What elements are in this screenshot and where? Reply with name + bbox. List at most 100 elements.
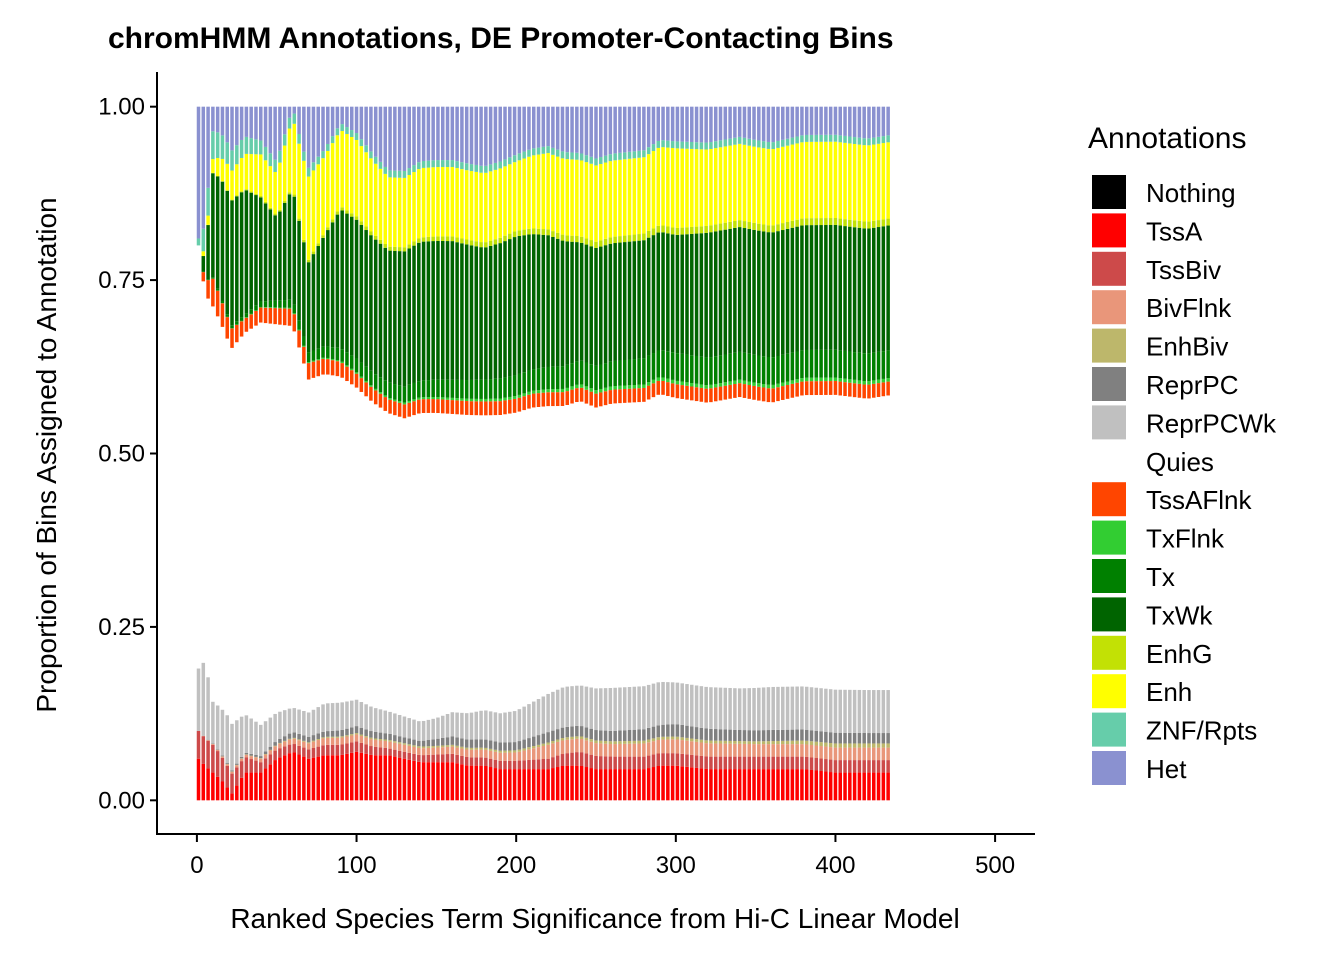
bar-segment	[685, 725, 689, 738]
bar-segment	[383, 710, 388, 734]
bar-segment	[584, 686, 589, 728]
bar-segment	[800, 142, 804, 219]
bar-segment	[397, 251, 402, 386]
bar-segment	[335, 744, 340, 756]
bar-segment	[785, 228, 790, 354]
bar-segment	[450, 400, 455, 414]
bar-segment	[852, 383, 857, 398]
bar-segment	[311, 709, 316, 736]
bar-segment	[479, 747, 483, 750]
bar-segment	[642, 729, 646, 741]
bar-segment	[335, 737, 340, 745]
bar-segment	[575, 765, 579, 801]
bar-segment	[259, 301, 263, 307]
bar-segment	[350, 130, 354, 137]
bar-segment	[215, 132, 220, 159]
bar-segment	[637, 106, 641, 151]
bar-segment	[752, 741, 756, 745]
bar-segment	[709, 232, 713, 358]
bar-segment	[359, 224, 364, 363]
bar-segment	[881, 733, 886, 744]
bar-segment	[378, 393, 383, 408]
bar-segment	[484, 747, 488, 750]
bar-segment	[761, 730, 766, 742]
bar-segment	[330, 222, 335, 348]
bar-segment	[589, 364, 593, 389]
bar-segment	[455, 763, 459, 801]
bar-segment	[848, 747, 852, 761]
bar-segment	[876, 760, 881, 773]
y-axis-title: Proportion of Bins Assigned to Annotatio…	[31, 197, 62, 712]
bar-segment	[484, 739, 488, 748]
bar-segment	[230, 771, 234, 774]
bar-segment	[412, 241, 416, 246]
bar-segment	[589, 388, 593, 392]
bar-segment	[244, 136, 249, 154]
bar-segment	[340, 736, 344, 738]
bar-segment	[800, 686, 804, 730]
bar-segment	[747, 744, 751, 757]
bar-segment	[440, 754, 445, 763]
bar-segment	[440, 160, 445, 168]
bar-segment	[551, 389, 555, 393]
bar-segment	[603, 155, 608, 163]
bar-segment	[570, 235, 574, 242]
bar-segment	[848, 226, 852, 352]
bar-segment	[536, 106, 541, 148]
bar-segment	[656, 682, 661, 726]
bar-segment	[407, 244, 411, 249]
bar-segment	[790, 686, 795, 730]
bar-segment	[388, 755, 392, 801]
legend-label: ReprPCWk	[1146, 408, 1277, 438]
bar-segment	[867, 747, 871, 761]
x-tick-label: 500	[975, 852, 1015, 879]
bar-segment	[498, 168, 502, 238]
bar-segment	[733, 741, 737, 744]
bar-segment	[316, 756, 320, 801]
bar-segment	[733, 756, 737, 770]
bar-segment	[493, 378, 498, 399]
bar-segment	[364, 230, 368, 367]
bar-segment	[522, 372, 526, 394]
bar-segment	[512, 231, 517, 238]
bar-segment	[690, 141, 694, 149]
bar-segment	[517, 160, 522, 231]
bar-segment	[690, 767, 694, 801]
bar-segment	[781, 386, 785, 400]
bar-segment	[302, 160, 306, 240]
bar-segment	[795, 136, 799, 144]
bar-segment	[637, 240, 641, 359]
bar-segment	[541, 106, 546, 147]
bar-segment	[795, 740, 799, 745]
bar-segment	[690, 383, 694, 387]
bar-segment	[771, 142, 775, 150]
bar-segment	[594, 247, 598, 366]
bar-segment	[579, 360, 584, 385]
bar-segment	[225, 106, 229, 143]
bar-segment	[469, 765, 474, 801]
bar-segment	[694, 142, 699, 150]
bar-segment	[508, 157, 512, 165]
bar-segment	[268, 166, 273, 208]
bar-segment	[690, 754, 694, 768]
bar-segment	[723, 382, 728, 386]
bar-segment	[249, 192, 253, 310]
bar-segment	[536, 769, 541, 801]
bar-segment	[656, 225, 661, 233]
bar-segment	[445, 379, 450, 398]
bar-segment	[402, 758, 407, 801]
bar-segment	[642, 358, 646, 385]
bar-segment	[589, 246, 593, 365]
bar-segment	[594, 769, 598, 801]
bar-segment	[215, 158, 220, 177]
bar-segment	[594, 688, 598, 731]
bar-segment	[239, 139, 244, 158]
bar-segment	[785, 106, 790, 139]
bar-segment	[220, 181, 225, 301]
bar-segment	[383, 733, 388, 740]
bar-segment	[421, 237, 426, 242]
bar-segment	[383, 747, 388, 756]
bar-segment	[685, 106, 689, 142]
bar-segment	[862, 380, 866, 385]
bar-segment	[421, 746, 426, 749]
